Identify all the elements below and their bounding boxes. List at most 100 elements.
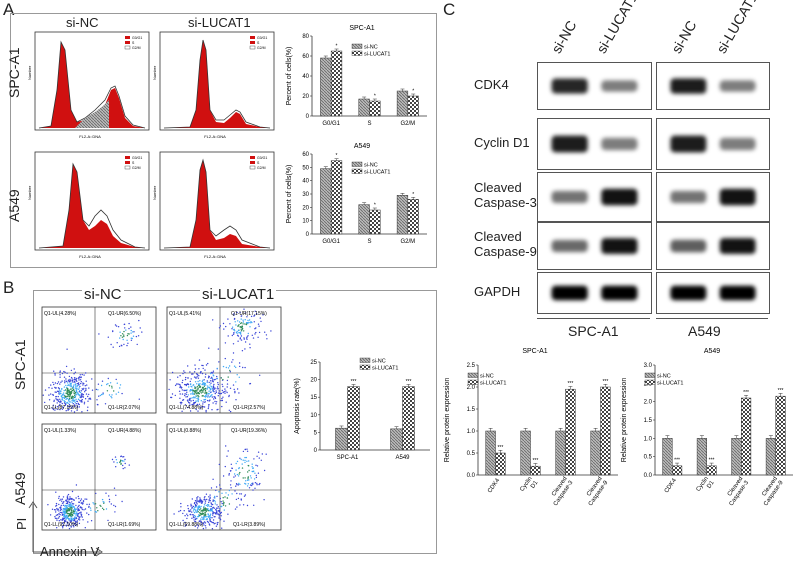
scatter-point bbox=[186, 406, 189, 409]
scatter-point bbox=[75, 390, 77, 393]
scatter-point bbox=[70, 526, 72, 528]
scatter-point bbox=[207, 510, 209, 512]
scatter-point bbox=[93, 503, 95, 505]
scatter-point bbox=[188, 386, 190, 388]
scatter-point bbox=[73, 392, 75, 394]
scatter-point bbox=[97, 389, 99, 391]
scatter-point bbox=[207, 407, 209, 410]
scatter-point bbox=[203, 388, 205, 391]
scatter-point bbox=[203, 504, 206, 506]
scatter-point bbox=[251, 463, 253, 465]
bar-si-lucat1-1 bbox=[530, 465, 541, 476]
scatter-point bbox=[196, 373, 198, 375]
y-tick-label: 15 bbox=[310, 395, 317, 401]
scatter-point bbox=[80, 390, 83, 392]
bar-si-lucat1-2 bbox=[741, 397, 752, 476]
scatter-point bbox=[214, 503, 216, 505]
scatter-point bbox=[256, 455, 258, 457]
scatter-point bbox=[228, 489, 231, 492]
scatter-point bbox=[71, 505, 73, 507]
scatter-point bbox=[263, 469, 266, 472]
scatter-point bbox=[60, 381, 62, 383]
scatter-point bbox=[246, 316, 248, 318]
scatter-point bbox=[70, 392, 73, 394]
blot-bands bbox=[551, 78, 638, 94]
scatter-point bbox=[201, 380, 203, 383]
scatter-point bbox=[200, 400, 202, 402]
scatter-point bbox=[184, 371, 186, 374]
legend-text-g2m: G2/M bbox=[132, 166, 141, 170]
scatter-point bbox=[70, 503, 72, 505]
scatter-point bbox=[235, 462, 237, 465]
scatter-point bbox=[62, 527, 64, 529]
scatter-point bbox=[213, 396, 215, 398]
scatter-point bbox=[132, 335, 135, 337]
bar-si-nc-0 bbox=[335, 427, 348, 451]
scatter-point bbox=[247, 476, 249, 478]
scatter-point bbox=[94, 510, 97, 513]
scatter-point bbox=[71, 389, 74, 392]
scatter-point bbox=[66, 397, 68, 400]
scatter-point bbox=[250, 321, 252, 323]
scatter-point bbox=[70, 384, 72, 386]
scatter-point bbox=[55, 502, 58, 505]
scatter-a549-si-nc: Q1-UL(1.33%) Q1-UR(4.88%) Q1-LL(92.10%) … bbox=[41, 423, 157, 531]
scatter-point bbox=[113, 504, 115, 507]
scatter-point bbox=[80, 507, 82, 509]
scatter-point bbox=[124, 462, 126, 465]
scatter-point bbox=[107, 519, 109, 522]
scatter-point bbox=[198, 368, 200, 370]
scatter-point bbox=[206, 399, 209, 402]
scatter-point bbox=[236, 374, 238, 376]
scatter-point bbox=[241, 467, 244, 469]
scatter-point bbox=[63, 521, 66, 523]
scatter-point bbox=[201, 500, 204, 503]
scatter-point bbox=[95, 388, 98, 391]
scatter-point bbox=[56, 509, 59, 511]
scatter-point bbox=[72, 388, 75, 391]
blot-band bbox=[670, 135, 707, 153]
scatter-point bbox=[260, 320, 262, 323]
scatter-point bbox=[242, 319, 244, 321]
scatter-point bbox=[211, 380, 213, 382]
scatter-point bbox=[71, 523, 73, 525]
scatter-point bbox=[109, 382, 112, 384]
scatter-point bbox=[82, 394, 85, 396]
scatter-point bbox=[56, 382, 59, 385]
scatter-point bbox=[123, 335, 125, 338]
scatter-point bbox=[215, 486, 218, 488]
panel-letter-a: A bbox=[3, 0, 15, 19]
scatter-point bbox=[65, 515, 67, 518]
scatter-point bbox=[65, 384, 67, 387]
cell-line-label-a549: A549 bbox=[688, 323, 721, 339]
scatter-point bbox=[224, 342, 227, 344]
scatter-point bbox=[196, 386, 198, 388]
scatter-point bbox=[196, 503, 198, 505]
scatter-point bbox=[239, 326, 241, 328]
scatter-point bbox=[66, 372, 68, 374]
scatter-point bbox=[194, 516, 197, 518]
scatter-point bbox=[206, 520, 209, 523]
scatter-point bbox=[208, 390, 210, 392]
blot-label-line-2: Caspase-3 bbox=[474, 195, 537, 210]
scatter-point bbox=[194, 392, 196, 394]
scatter-point bbox=[130, 329, 132, 332]
histogram-ylabel: Number bbox=[152, 185, 157, 200]
scatter-point bbox=[201, 518, 203, 520]
scatter-point bbox=[76, 387, 78, 390]
scatter-point bbox=[59, 509, 62, 511]
scatter-point bbox=[194, 510, 197, 512]
scatter-point bbox=[217, 383, 219, 386]
scatter-point bbox=[236, 388, 239, 390]
scatter-point bbox=[203, 507, 205, 509]
scatter-point bbox=[199, 408, 201, 410]
scatter-point bbox=[194, 520, 196, 523]
scatter-point bbox=[203, 497, 206, 499]
scatter-point bbox=[180, 502, 182, 505]
blot-band bbox=[601, 188, 638, 206]
scatter-point bbox=[266, 338, 268, 340]
scatter-point bbox=[62, 407, 65, 409]
scatter-point bbox=[126, 344, 128, 347]
scatter-point bbox=[206, 391, 208, 394]
